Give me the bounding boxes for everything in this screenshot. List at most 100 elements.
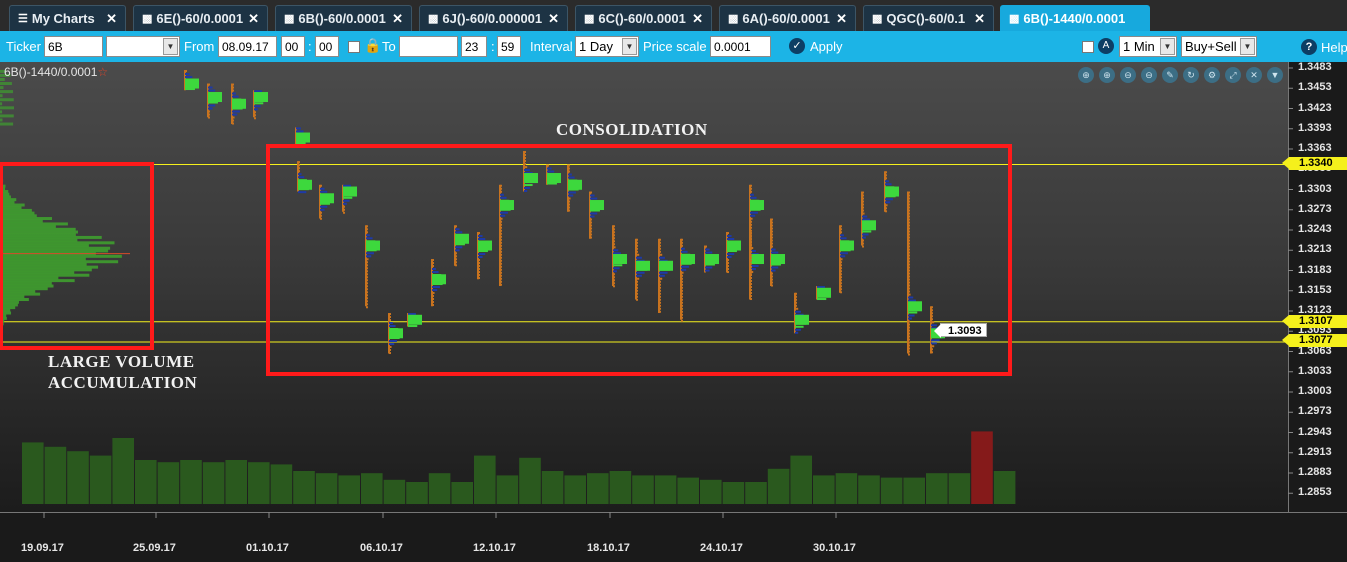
from-date-input[interactable] <box>218 36 277 57</box>
price-tick-label: 1.3483 <box>1298 61 1332 73</box>
price-tick-label: 1.3003 <box>1298 385 1332 397</box>
volume-bar <box>880 477 903 504</box>
price-axis[interactable] <box>1288 62 1347 512</box>
session-profile-bar <box>705 269 710 272</box>
to-date-input[interactable] <box>399 36 458 57</box>
ticker-label: Ticker <box>6 39 41 54</box>
buy-sell-select[interactable]: Buy+Sell ▼ <box>1181 36 1257 57</box>
zoom-in-alt-icon[interactable]: ⊕ <box>1099 67 1115 83</box>
chart-icon: ▩ <box>872 13 883 25</box>
close-icon[interactable]: ✕ <box>836 11 847 26</box>
session-profile-bar <box>908 335 910 338</box>
to-minute-input[interactable] <box>497 36 521 57</box>
settings-icon[interactable]: ⚙ <box>1204 67 1220 83</box>
zoom-in-icon[interactable]: ⊕ <box>1078 67 1094 83</box>
session-profile-bar <box>750 223 752 226</box>
expand-icon[interactable]: ⤢ <box>1225 67 1241 83</box>
close-icon[interactable]: ✕ <box>692 11 703 26</box>
to-hour-input[interactable] <box>461 36 487 57</box>
session-profile-bar <box>840 285 842 288</box>
session-profile-bar <box>659 256 665 259</box>
volume-accumulation-box <box>0 162 154 350</box>
session-profile-bar <box>366 282 368 285</box>
session-profile-bar <box>840 279 842 282</box>
price-scale-input[interactable] <box>710 36 771 57</box>
price-tick-label: 1.3423 <box>1298 102 1332 114</box>
zoom-out-icon[interactable]: ⊖ <box>1120 67 1136 83</box>
session-profile-bar <box>908 269 910 272</box>
close-icon[interactable]: ✕ <box>1246 67 1262 83</box>
session-profile-bar <box>659 244 661 247</box>
session-profile-bar <box>771 251 779 254</box>
close-icon[interactable]: ✕ <box>248 11 259 26</box>
session-profile-bar <box>296 130 304 133</box>
session-profile-bar <box>727 256 732 259</box>
session-profile-bar <box>636 244 638 247</box>
tab-label: 6J()-60/0.000001 <box>442 11 543 26</box>
session-profile-bar <box>771 272 773 275</box>
session-profile-bar <box>908 233 910 236</box>
session-profile-bar <box>681 244 683 247</box>
volume-bar <box>722 482 745 504</box>
zoom-out-alt-icon[interactable]: ⊖ <box>1141 67 1157 83</box>
from-minute-input[interactable] <box>315 36 339 57</box>
session-profile-bar <box>478 253 486 256</box>
session-poc-block <box>795 314 809 325</box>
lock-icon[interactable]: 🔒 <box>364 37 382 53</box>
close-icon[interactable]: ✕ <box>106 11 117 26</box>
session-profile-bar <box>862 215 868 218</box>
tab-my-charts[interactable]: ☰ My Charts ✕ <box>9 5 126 31</box>
date-tick-label: 19.09.17 <box>21 542 64 554</box>
session-profile-bar <box>727 232 729 235</box>
session-profile-bar <box>613 267 620 270</box>
session-profile-bar <box>298 191 307 194</box>
tab-6c-60[interactable]: ▩ 6C()-60/0.0001 ✕ <box>575 5 712 31</box>
close-icon[interactable]: ✕ <box>392 11 403 26</box>
interval-select[interactable]: 1 Day ▼ <box>575 36 639 57</box>
tab-qgc-60[interactable]: ▩ QGC()-60/0.1 ✕ <box>863 5 994 31</box>
session-profile-bar <box>659 280 661 283</box>
chart-area[interactable]: 6B()-1440/0.0001☆ ⊕ ⊕ ⊖ ⊖ ✎ ↻ ⚙ ⤢ ✕ ▼ CO… <box>0 61 1347 562</box>
session-profile-bar <box>931 345 935 348</box>
ticker-input[interactable] <box>44 36 103 57</box>
tab-6j-60[interactable]: ▩ 6J()-60/0.000001 ✕ <box>419 5 568 31</box>
session-profile-bar <box>590 221 592 224</box>
time-separator: : <box>308 39 312 54</box>
help-button[interactable]: ? Help <box>1301 39 1347 55</box>
tab-6e-60[interactable]: ▩ 6E()-60/0.0001 ✕ <box>133 5 268 31</box>
session-profile-bar <box>500 274 502 277</box>
close-icon[interactable]: ✕ <box>548 11 559 26</box>
session-profile-bar <box>500 235 502 238</box>
interval-label: Interval <box>530 39 573 54</box>
ticker-select[interactable]: ▼ <box>106 36 180 57</box>
price-tick-label: 1.3453 <box>1298 81 1332 93</box>
dropdown-icon[interactable]: ▼ <box>1267 67 1283 83</box>
tab-6b-1440[interactable]: ▩ 6B()-1440/0.0001 <box>1000 5 1150 31</box>
session-profile-bar <box>408 313 416 316</box>
mode-circle-icon[interactable]: A <box>1098 38 1114 54</box>
session-profile-bar <box>750 268 756 271</box>
favorite-star-icon[interactable]: ☆ <box>97 65 109 79</box>
apply-button[interactable]: ✓ Apply <box>789 38 843 54</box>
tab-6a-60[interactable]: ▩ 6A()-60/0.0001 ✕ <box>719 5 856 31</box>
time-axis[interactable] <box>0 512 1347 562</box>
pencil-icon[interactable]: ✎ <box>1162 67 1178 83</box>
timeframe-select[interactable]: 1 Min ▼ <box>1119 36 1177 57</box>
option-checkbox[interactable] <box>1082 41 1094 53</box>
session-profile-bar <box>795 298 797 301</box>
close-icon[interactable]: ✕ <box>974 11 985 26</box>
composite-profile-bar <box>0 265 99 269</box>
buy-sell-value: Buy+Sell <box>1185 39 1237 54</box>
tab-label: 6C()-60/0.0001 <box>598 11 686 26</box>
session-profile-bar <box>254 111 256 114</box>
composite-profile-bar <box>0 118 3 122</box>
session-profile-bar <box>343 211 345 214</box>
chart-nav-icons: ⊕ ⊕ ⊖ ⊖ ✎ ↻ ⚙ ⤢ ✕ ▼ <box>1078 67 1283 83</box>
session-profile-bar <box>795 331 799 334</box>
to-enable-checkbox[interactable] <box>348 41 360 53</box>
chevron-down-icon: ▼ <box>163 38 178 55</box>
tab-6b-60[interactable]: ▩ 6B()-60/0.0001 ✕ <box>275 5 412 31</box>
refresh-icon[interactable]: ↻ <box>1183 67 1199 83</box>
from-hour-input[interactable] <box>281 36 305 57</box>
session-profile-bar <box>613 246 616 249</box>
